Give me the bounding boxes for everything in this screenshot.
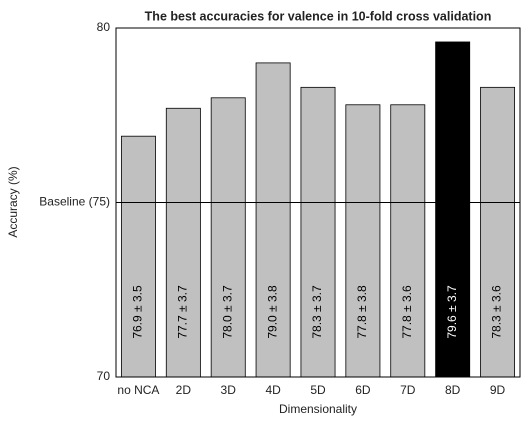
- x-tick-label: 5D: [310, 383, 326, 397]
- bar: [435, 41, 471, 378]
- x-tick-label: no NCA: [117, 383, 159, 397]
- x-tick-label: 4D: [265, 383, 281, 397]
- bar: [255, 62, 291, 378]
- value-label: 78.0 ± 3.7: [220, 285, 234, 339]
- bar: [300, 86, 336, 378]
- x-axis-label: Dimensionality: [279, 402, 357, 416]
- value-label: 78.3 ± 3.6: [490, 285, 504, 339]
- value-label: 76.9 ± 3.5: [131, 285, 145, 339]
- value-label: 77.7 ± 3.7: [176, 285, 190, 339]
- value-label: 78.3 ± 3.7: [310, 285, 324, 339]
- bar: [210, 97, 246, 378]
- x-tick-label: 8D: [445, 383, 461, 397]
- x-tick-label: 2D: [176, 383, 192, 397]
- y-tick-label: 70: [97, 369, 111, 383]
- chart-title: The best accuracies for valence in 10-fo…: [145, 9, 492, 23]
- x-tick-label: 9D: [490, 383, 506, 397]
- y-tick-label: 80: [97, 20, 111, 34]
- x-tick-label: 3D: [221, 383, 237, 397]
- value-label: 77.8 ± 3.6: [400, 285, 414, 339]
- bar: [480, 86, 516, 378]
- y-axis-label: Accuracy (%): [6, 166, 20, 237]
- value-label: 79.6 ± 3.7: [445, 285, 459, 339]
- bar: [120, 135, 156, 378]
- y-tick-label: Baseline (75): [39, 195, 110, 209]
- bar: [390, 104, 426, 378]
- x-tick-label: 7D: [400, 383, 416, 397]
- value-label: 77.8 ± 3.8: [355, 285, 369, 339]
- x-tick-label: 6D: [355, 383, 371, 397]
- value-label: 79.0 ± 3.8: [265, 285, 279, 339]
